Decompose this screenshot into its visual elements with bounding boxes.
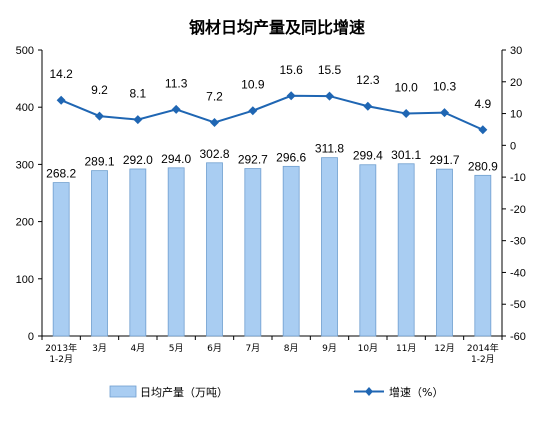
y-right-tick-label: -50 <box>510 299 526 311</box>
legend-line-marker <box>365 387 373 396</box>
x-tick-label: 3月 <box>92 343 107 354</box>
bar <box>397 163 415 337</box>
line-point <box>210 117 219 127</box>
line-point <box>440 108 449 118</box>
line-point <box>286 91 296 101</box>
line-value-label: 11.3 <box>165 76 188 90</box>
x-tick-label: 9月 <box>322 343 337 354</box>
y-right-tick-label: 0 <box>510 140 516 152</box>
line-value-label: 4.9 <box>474 97 491 111</box>
bar-value-label: 280.9 <box>468 159 498 173</box>
line-value-label: 7.2 <box>206 89 223 103</box>
line-point <box>133 115 143 125</box>
chart-title: 钢材日均产量及同比增速 <box>189 18 365 37</box>
bar-value-label: 291.7 <box>429 153 459 167</box>
bar <box>321 157 338 337</box>
bar <box>91 170 108 337</box>
bar-value-label: 268.2 <box>46 167 76 181</box>
y-right-tick-label: 30 <box>510 45 522 57</box>
x-tick-label: 7月 <box>245 343 260 354</box>
line-point <box>363 101 373 111</box>
bar <box>129 168 147 337</box>
bar-value-label: 289.1 <box>84 155 114 169</box>
plot-area: 0 100 200 300 400 500 -60 -50 -40 -30 -20 -10 0 10 20 3… <box>16 45 526 365</box>
bar <box>206 162 223 337</box>
y-right-tick-label: -30 <box>510 236 526 248</box>
line-value-label: 10.9 <box>241 78 265 92</box>
legend-bar-label: 日均产量（万吨） <box>140 385 228 399</box>
bar-value-label: 302.8 <box>199 147 229 161</box>
growth-line <box>60 94 484 131</box>
bar <box>167 167 185 337</box>
line-value-label: 15.5 <box>318 63 342 77</box>
y-right-tick-label: -60 <box>510 331 526 343</box>
x-tick-label: 2014年 <box>467 342 499 354</box>
x-tick-label: 12月 <box>434 343 454 354</box>
bar-value-label: 292.0 <box>123 153 153 167</box>
x-tick-label: 6月 <box>207 343 222 354</box>
x-tick-label: 2013年 <box>45 342 77 354</box>
x-tick-label: 8月 <box>284 343 299 354</box>
bar <box>282 165 300 337</box>
legend: 日均产量（万吨） 增速（%） <box>109 385 443 399</box>
y-left-tick-label: 500 <box>16 45 34 57</box>
line-value-label: 14.2 <box>49 67 73 81</box>
line-value-label: 10.0 <box>394 81 418 95</box>
bar <box>436 168 453 337</box>
bar-value-label: 299.4 <box>353 149 383 163</box>
y-left-tick-label: 100 <box>16 274 34 286</box>
y-left-tick-label: 400 <box>16 102 34 114</box>
legend-bar-swatch <box>109 385 137 398</box>
x-tick-label: 1-2月 <box>471 354 495 365</box>
x-tick-label: 1-2月 <box>49 354 73 365</box>
x-tick-label: 4月 <box>130 343 145 354</box>
line-value-label: 12.3 <box>356 73 380 87</box>
bar-value-label: 292.7 <box>238 153 268 167</box>
line-point <box>56 95 66 105</box>
x-tick-label: 5月 <box>169 343 184 354</box>
y-right-tick-label: 20 <box>510 77 522 89</box>
bar <box>359 164 377 337</box>
line-value-label: 15.6 <box>279 63 303 77</box>
y-left-tick-label: 0 <box>28 331 34 343</box>
x-tick-label: 10月 <box>358 343 378 354</box>
bar-value-label: 311.8 <box>315 142 344 156</box>
line-point <box>478 125 488 135</box>
y-right-tick-label: -20 <box>510 204 526 216</box>
y-right-tick-label: 10 <box>510 109 522 121</box>
line-point <box>401 109 411 119</box>
line-point <box>248 106 258 116</box>
bar-value-label: 301.1 <box>391 148 421 162</box>
y-left-tick-label: 200 <box>16 217 34 229</box>
y-right-tick-label: -40 <box>510 267 526 279</box>
bar-value-label: 296.6 <box>276 150 306 164</box>
legend-line-label: 增速（%） <box>389 385 443 399</box>
line-value-label: 9.2 <box>91 83 108 97</box>
y-right-tick-label: -10 <box>510 172 526 184</box>
line-value-label: 8.1 <box>129 87 146 101</box>
x-tick-label: 11月 <box>396 343 416 354</box>
bar <box>474 174 492 337</box>
bar <box>244 168 262 337</box>
y-left-tick-label: 300 <box>16 159 34 171</box>
bar-value-label: 294.0 <box>161 152 191 166</box>
line-value-label: 10.3 <box>433 80 457 94</box>
line-point <box>95 111 104 121</box>
line-point <box>171 104 181 114</box>
bar <box>52 182 70 337</box>
line-point <box>325 91 334 101</box>
